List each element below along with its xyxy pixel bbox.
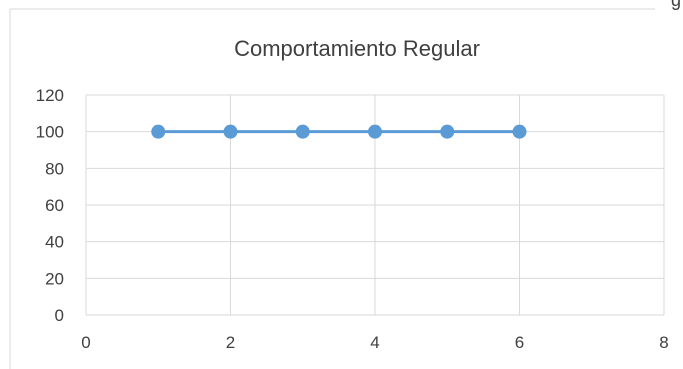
data-point — [151, 124, 166, 139]
y-tick-label: 120 — [36, 86, 64, 105]
data-points — [151, 124, 527, 139]
data-point — [295, 124, 310, 139]
x-tick-label: 6 — [515, 333, 524, 352]
data-point — [223, 124, 238, 139]
y-tick-label: 0 — [55, 306, 64, 325]
x-tick-label: 2 — [226, 333, 235, 352]
cropped-text-fragment: g — [671, 0, 681, 10]
x-tick-label: 4 — [370, 333, 379, 352]
y-tick-label: 40 — [45, 233, 64, 252]
x-tick-label: 8 — [659, 333, 668, 352]
y-tick-label: 80 — [45, 159, 64, 178]
data-point — [368, 124, 382, 139]
data-point — [512, 124, 527, 139]
y-tick-label: 100 — [36, 123, 64, 142]
chart-title: Comportamiento Regular — [234, 36, 480, 61]
y-tick-label: 60 — [45, 196, 64, 215]
x-tick-label: 0 — [81, 333, 90, 352]
axis-tick-labels: 0 20 40 60 80 100 120 0 2 4 6 8 — [36, 86, 669, 352]
y-tick-label: 20 — [45, 269, 64, 288]
data-point — [440, 124, 455, 139]
